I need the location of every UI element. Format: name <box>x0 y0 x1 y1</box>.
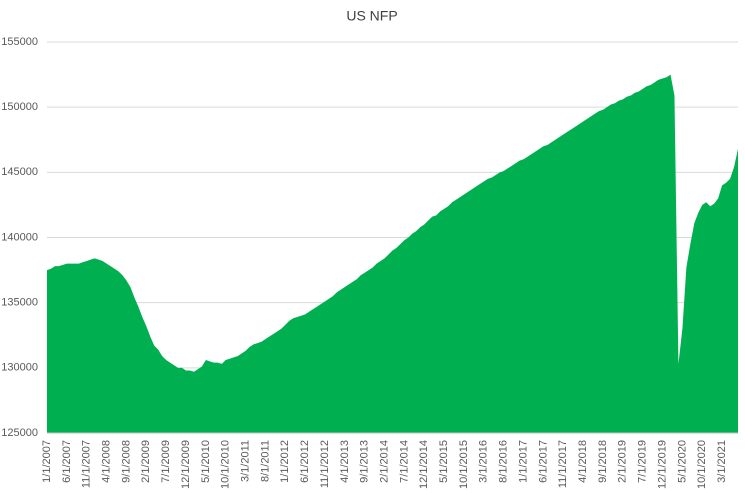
x-tick-label: 1/1/2007 <box>41 440 53 483</box>
x-tick-label: 5/1/2015 <box>438 440 450 483</box>
x-tick-label: 3/1/2011 <box>239 440 251 482</box>
x-tick-label: 2/1/2019 <box>617 440 629 483</box>
x-tick-label: 2/1/2009 <box>140 440 152 483</box>
x-tick-label: 5/1/2010 <box>200 440 212 483</box>
y-tick-label: 155000 <box>1 36 38 48</box>
x-tick-label: 1/1/2012 <box>279 440 291 483</box>
x-tick-label: 9/1/2013 <box>359 440 371 483</box>
x-tick-label: 7/1/2019 <box>637 440 649 483</box>
x-tick-label: 4/1/2008 <box>100 440 112 483</box>
x-tick-label: 10/1/2020 <box>696 440 708 489</box>
x-tick-label: 12/1/2019 <box>656 440 668 489</box>
x-tick-label: 3/1/2016 <box>478 440 490 483</box>
x-tick-label: 4/1/2013 <box>339 440 351 483</box>
x-tick-label: 9/1/2018 <box>597 440 609 483</box>
x-tick-label: 10/1/2010 <box>220 440 232 489</box>
x-tick-label: 12/1/2014 <box>418 440 430 489</box>
x-tick-label: 11/1/2017 <box>557 440 569 488</box>
x-tick-label: 11/1/2007 <box>81 440 93 488</box>
x-tick-label: 8/1/2016 <box>498 440 510 483</box>
x-tick-label: 11/1/2012 <box>319 440 331 488</box>
x-tick-label: 9/1/2008 <box>120 440 132 483</box>
x-tick-label: 6/1/2017 <box>537 440 549 483</box>
x-tick-label: 6/1/2007 <box>61 440 73 483</box>
x-tick-label: 6/1/2012 <box>299 440 311 483</box>
y-tick-label: 130000 <box>1 362 38 374</box>
x-tick-label: 7/1/2009 <box>160 440 172 483</box>
y-tick-label: 145000 <box>1 166 38 178</box>
y-tick-label: 140000 <box>1 231 38 243</box>
x-tick-label: 2/1/2014 <box>378 440 390 483</box>
area <box>47 74 738 433</box>
x-tick-label: 3/1/2021 <box>716 440 728 483</box>
x-tick-label: 1/1/2017 <box>517 440 529 483</box>
chart-title: US NFP <box>346 8 397 24</box>
x-tick-label: 8/1/2011 <box>259 440 271 482</box>
x-tick-label: 7/1/2014 <box>398 440 410 483</box>
x-tick-label: 5/1/2020 <box>676 440 688 483</box>
y-tick-label: 150000 <box>1 101 38 113</box>
x-tick-label: 12/1/2009 <box>180 440 192 489</box>
y-tick-label: 125000 <box>1 427 38 439</box>
x-tick-label: 10/1/2015 <box>458 440 470 489</box>
y-tick-label: 135000 <box>1 297 38 309</box>
x-tick-label: 4/1/2018 <box>577 440 589 483</box>
